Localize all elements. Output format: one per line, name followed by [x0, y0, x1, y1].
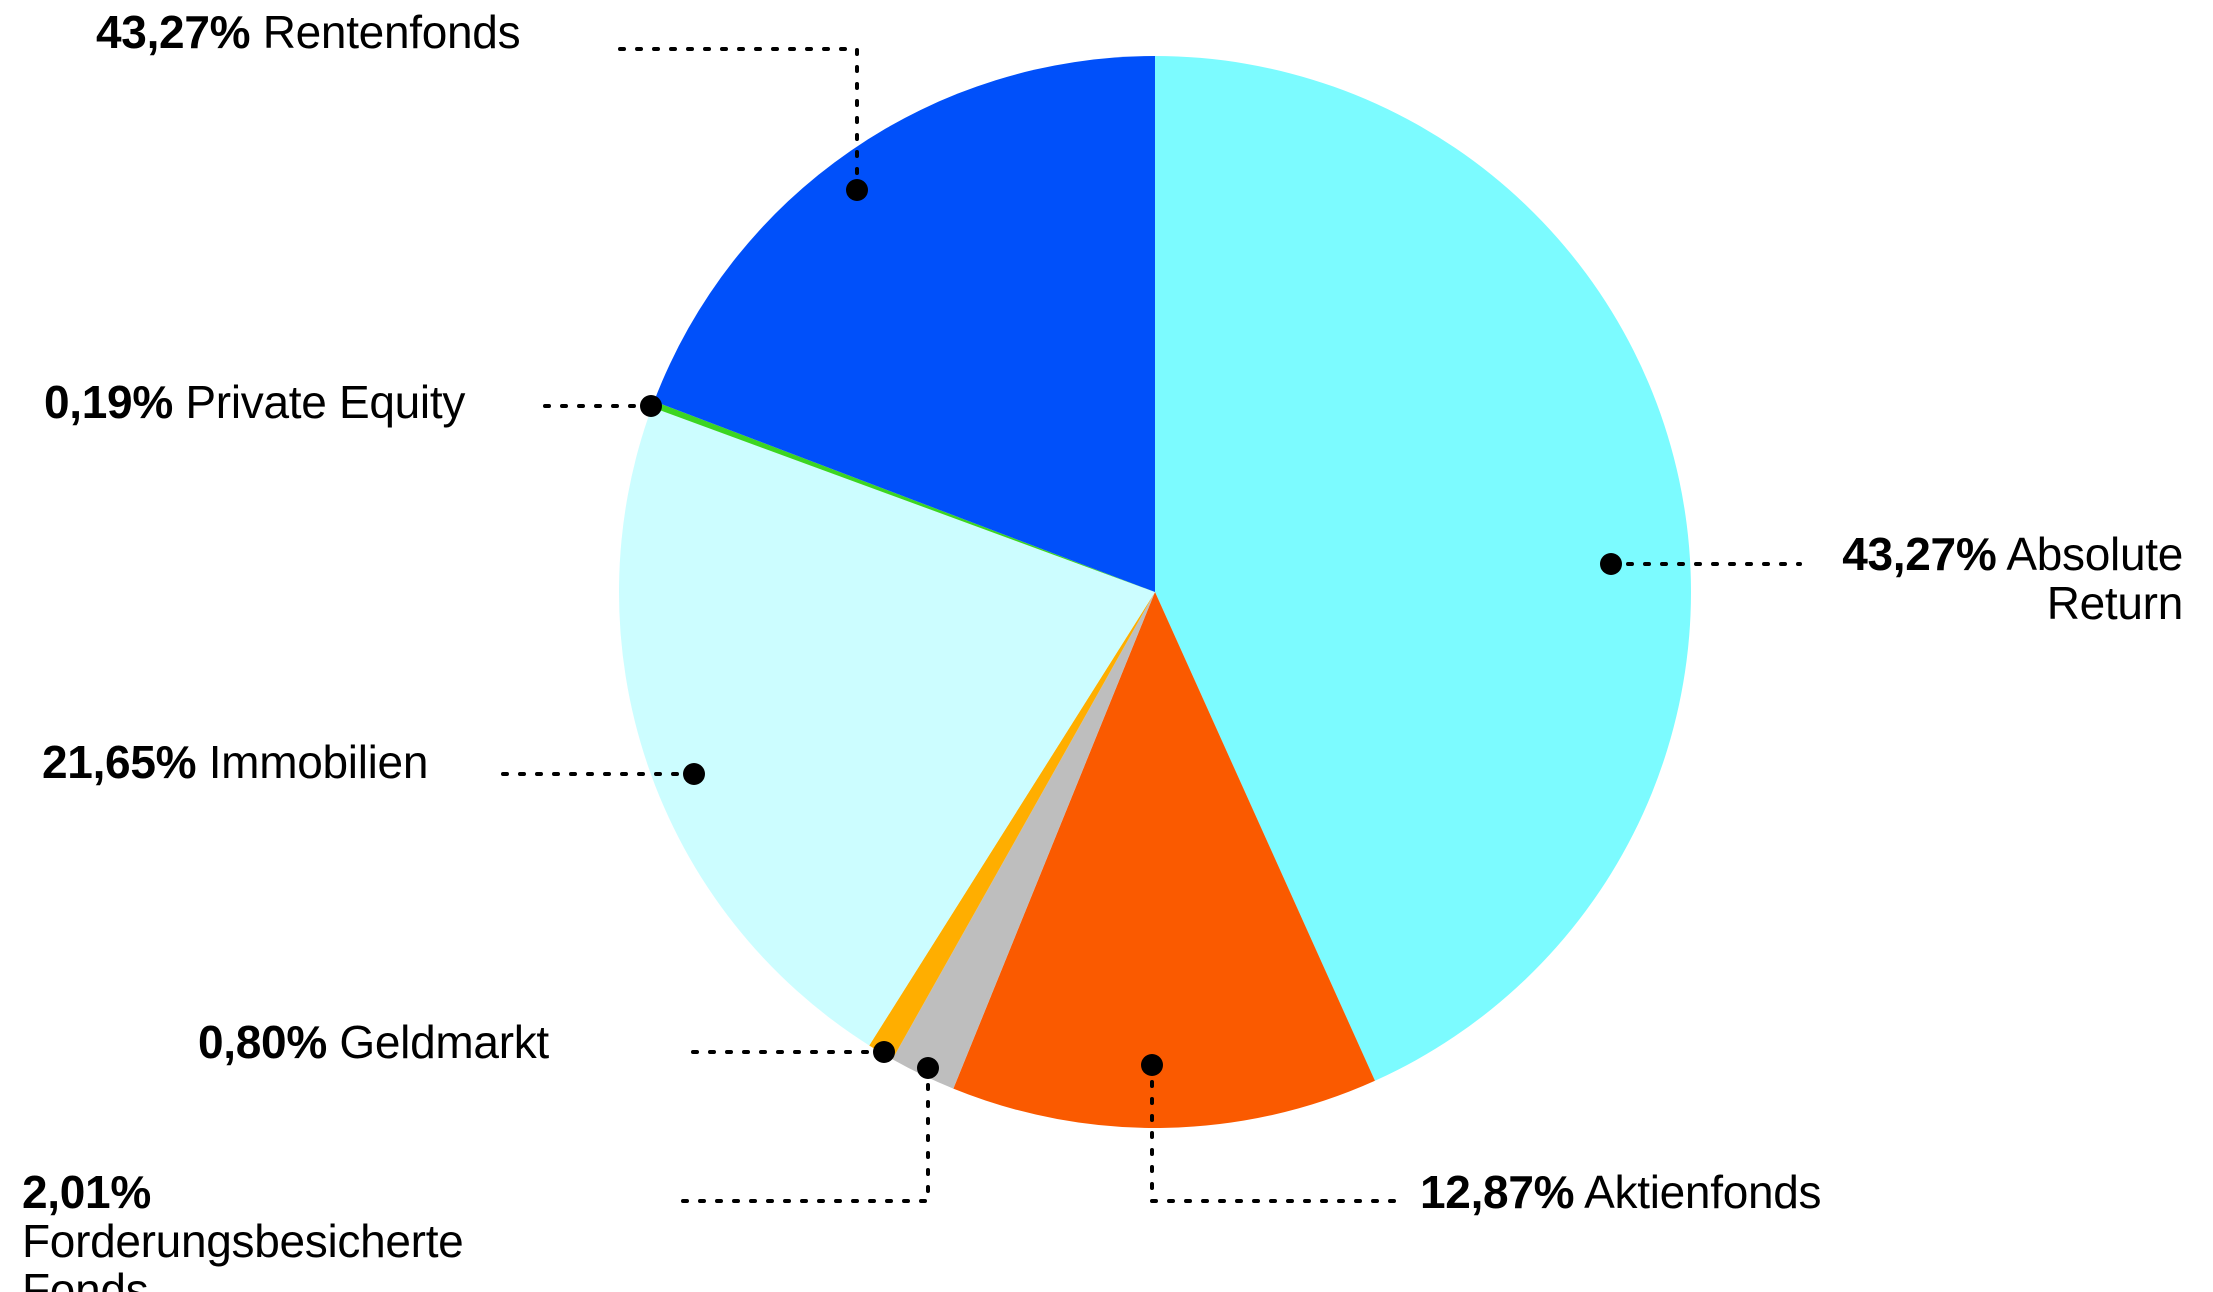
slice-percent-aktienfonds: 12,87% — [1420, 1166, 1575, 1218]
leader-dot-absolute-return — [1600, 553, 1622, 575]
slice-percent-forderungsbesicherte-fonds: 2,01% — [22, 1166, 151, 1218]
slice-percent-absolute-return: 43,27% — [1842, 528, 1997, 580]
slice-name-absolute-return: Absolute Return — [2006, 528, 2183, 630]
pie-slices-group — [619, 56, 1691, 1128]
slice-name-rentenfonds: Rentenfonds — [262, 6, 521, 58]
slice-name-private-equity: Private Equity — [185, 376, 466, 428]
leader-dot-private-equity — [640, 395, 662, 417]
leader-dot-aktienfonds — [1141, 1054, 1163, 1076]
leader-dot-immobilien — [683, 763, 705, 785]
leader-lines-group — [498, 47, 1802, 1203]
slice-percent-geldmarkt: 0,80% — [198, 1016, 327, 1068]
slice-label-aktienfonds: 12,87% Aktienfonds — [1420, 1166, 1822, 1218]
slice-name-geldmarkt: Geldmarkt — [339, 1016, 549, 1068]
slice-label-absolute-return: 43,27% Absolute Return — [1815, 528, 2183, 630]
leader-line-aktienfonds — [1150, 1063, 1407, 1203]
slice-label-geldmarkt: 0,80% Geldmarkt — [198, 1016, 549, 1068]
slice-label-private-equity: 0,19% Private Equity — [44, 376, 466, 428]
slice-name-immobilien: Immobilien — [208, 736, 429, 788]
leader-dot-geldmarkt — [873, 1041, 895, 1063]
pie-slice-aktienfonds[interactable] — [953, 592, 1375, 1128]
slice-label-forderungsbesicherte-fonds: 2,01% Forderungsbesicherte Fonds — [22, 1166, 492, 1292]
leader-line-rentenfonds — [608, 47, 859, 192]
pie-slice-geldmarkt[interactable] — [869, 592, 1155, 1060]
pie-slice-private-equity[interactable] — [651, 401, 1155, 592]
slice-label-immobilien: 21,65% Immobilien — [42, 736, 429, 788]
slice-name-forderungsbesicherte-fonds: Forderungsbesicherte Fonds — [22, 1215, 464, 1292]
slice-percent-rentenfonds: 43,27% — [96, 6, 251, 58]
slice-label-rentenfonds: 43,27% Rentenfonds — [96, 6, 521, 58]
pie-slice-immobilien[interactable] — [619, 407, 1155, 1046]
slice-percent-immobilien: 21,65% — [42, 736, 197, 788]
pie-slice-forderungsbesicherte-fonds[interactable] — [892, 592, 1155, 1089]
leader-dot-forderungsbesicherte — [917, 1057, 939, 1079]
pie-slice-absolute-return[interactable] — [1155, 56, 1691, 1081]
slice-percent-private-equity: 0,19% — [44, 376, 173, 428]
leader-dot-rentenfonds — [846, 179, 868, 201]
slice-name-aktienfonds: Aktienfonds — [1584, 1166, 1822, 1218]
pie-slice-rentenfonds[interactable] — [654, 56, 1155, 592]
